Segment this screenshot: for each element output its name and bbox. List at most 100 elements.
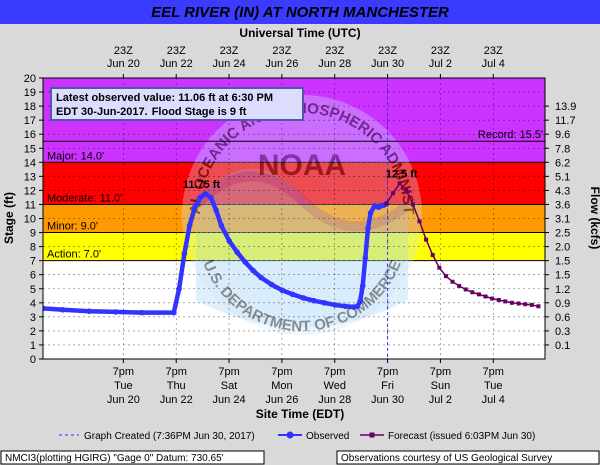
watermark-wave — [196, 168, 408, 328]
forecast-point — [391, 191, 396, 196]
bottom-tick-date: Jun 24 — [213, 394, 246, 406]
flow-tick-label: 7.8 — [555, 143, 570, 155]
observed-point — [60, 307, 66, 313]
flood-band-label: Minor: 9.0' — [47, 221, 98, 233]
bottom-tick-time: 7pm — [430, 366, 451, 378]
flow-tick-label: 6.2 — [555, 157, 570, 169]
observed-point — [289, 291, 296, 298]
info-box-frame — [50, 87, 304, 121]
forecast-point — [410, 202, 415, 207]
legend-forecast-marker — [369, 432, 375, 438]
bottom-tick-day: Tue — [484, 380, 503, 392]
stage-tick-label: 18 — [24, 101, 36, 113]
forecast-point — [384, 201, 389, 206]
bottom-tick-day: Sat — [221, 380, 238, 392]
flow-tick-label: 2.0 — [555, 242, 570, 254]
bottom-tick-day: Fri — [381, 380, 394, 392]
flow-tick-label: 2.5 — [555, 228, 570, 240]
bottom-tick-date: Jun 20 — [107, 394, 140, 406]
observed-point — [342, 303, 349, 310]
bottom-tick-date: Jul 4 — [482, 394, 505, 406]
flow-axis-ticks: 0.1 0.3 0.6 0.9 1.2 1.5 1.5 2.0 2.5 3.1 3.6 4.3 5.1 6… — [545, 101, 576, 352]
flood-band-0 — [43, 260, 545, 359]
stage-tick-label: 14 — [24, 157, 36, 169]
record-label: Record: 15.5' — [478, 129, 543, 141]
flood-band-3 — [43, 162, 545, 205]
observed-point — [311, 297, 317, 304]
top-axis-title: Universal Time (UTC) — [239, 26, 360, 40]
top-tick-label: 23Z — [114, 45, 133, 57]
footer-datum: NMCI3(plotting HGIRG) "Gage 0" Datum: 73… — [5, 453, 224, 464]
bottom-axis-title: Site Time (EDT) — [256, 407, 344, 421]
legend-observed: Observed — [306, 431, 349, 442]
flow-tick-label: 3.6 — [555, 199, 570, 211]
forecast-point — [470, 290, 475, 295]
forecast-point — [463, 287, 468, 292]
forecast-point — [536, 304, 541, 309]
bottom-tick-day: Thu — [167, 380, 186, 392]
forecast-point — [523, 302, 528, 307]
forecast-point — [443, 274, 448, 279]
stage-tick-label: 6 — [30, 270, 36, 282]
stage-tick-label: 0 — [30, 354, 36, 366]
observed-series-line — [43, 191, 389, 315]
stage-tick-label: 2 — [30, 326, 36, 338]
observed-point — [202, 191, 209, 197]
observed-point — [170, 309, 177, 316]
stage-tick-label: 8 — [30, 242, 36, 254]
stage-tick-label: 7 — [30, 256, 36, 268]
stage-tick-label: 11 — [25, 199, 36, 211]
chart-title: EEL RIVER (IN) AT NORTH MANCHESTER — [151, 4, 449, 21]
forecast-point — [457, 283, 462, 288]
bottom-axis-ticks: 7pm Tue Jun 20 7pm Thu Jun 22 7pm Sat Jun 24 7pm M… — [107, 359, 505, 406]
gridlines — [43, 78, 545, 359]
stage-tick-label: 10 — [24, 214, 36, 226]
peak-observed-label: 11.75 ft — [183, 179, 221, 191]
top-tick-date: Jul 2 — [429, 58, 452, 70]
latest-observed-line2: EDT 30-Jun-2017. Flood Stage is 9 ft — [56, 106, 247, 118]
observed-point — [354, 303, 361, 310]
stage-tick-label: 13 — [24, 171, 36, 183]
stage-tick-label: 17 — [24, 115, 36, 127]
watermark-gull — [192, 171, 412, 232]
observed-point — [367, 210, 374, 216]
flow-tick-label: 0.6 — [555, 312, 570, 324]
forecast-point — [417, 219, 422, 224]
observed-point — [218, 222, 225, 229]
observed-point — [226, 238, 233, 244]
bottom-tick-date: Jun 26 — [265, 394, 298, 406]
flood-band-label: Action: 7.0' — [47, 249, 101, 261]
latest-observed-box: Latest observed value: 11.06 ft at 6:30 … — [50, 87, 304, 121]
observed-point — [86, 308, 93, 315]
flow-tick-label: 4.3 — [555, 185, 570, 197]
bottom-tick-day: Wed — [324, 380, 346, 392]
observed-point — [176, 285, 182, 292]
stage-tick-label: 16 — [24, 129, 36, 141]
bottom-tick-date: Jun 28 — [318, 394, 351, 406]
observed-point — [362, 255, 369, 261]
top-tick-date: Jul 4 — [482, 58, 505, 70]
forecast-point — [529, 302, 534, 307]
observed-point — [197, 194, 204, 201]
stage-tick-label: 3 — [30, 312, 36, 324]
flow-tick-label: 13.9 — [555, 101, 576, 113]
bottom-tick-time: 7pm — [113, 366, 134, 378]
top-tick-label: 23Z — [378, 45, 397, 57]
forecast-point — [404, 188, 409, 193]
flow-tick-label: 5.1 — [555, 171, 570, 183]
peak-labels: 11.75 ft 12.5 ft — [183, 168, 418, 191]
latest-observed-line1: Latest observed value: 11.06 ft at 6:30 … — [56, 92, 273, 104]
flow-tick-label: 0.1 — [555, 340, 570, 352]
observed-point — [300, 295, 307, 301]
forecast-point — [424, 237, 429, 242]
bottom-tick-time: 7pm — [271, 366, 292, 378]
peak-forecast-label: 12.5 ft — [386, 168, 418, 180]
bottom-tick-day: Mon — [271, 380, 292, 392]
top-tick-date: Jun 26 — [265, 58, 298, 70]
legend-graph-created: Graph Created (7:36PM Jun 30, 2017) — [84, 431, 255, 442]
observed-point — [181, 250, 188, 257]
flow-tick-label: 1.5 — [555, 270, 570, 282]
flood-stage-note: Flood Stage is 9 ft — [152, 106, 247, 118]
